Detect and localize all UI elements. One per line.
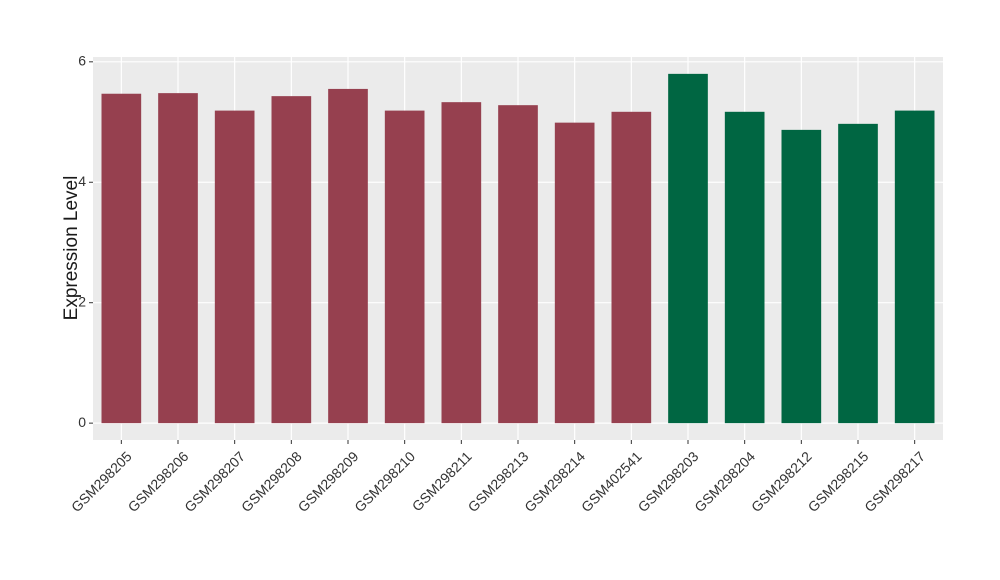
x-tick-label: GSM298210: [351, 448, 418, 515]
bar: [611, 111, 652, 424]
bar: [441, 102, 482, 424]
bar: [328, 88, 368, 424]
bar: [214, 110, 255, 424]
bar: [668, 73, 708, 424]
bar: [498, 105, 538, 424]
bar: [101, 93, 142, 424]
bar: [271, 96, 312, 424]
bar: [158, 93, 198, 424]
y-axis-label: Expression Level: [61, 176, 82, 321]
bar: [384, 110, 425, 424]
bar: [894, 110, 935, 424]
bar: [781, 129, 822, 424]
y-tick-label: 4: [78, 173, 86, 189]
y-tick-label: 6: [78, 53, 86, 69]
x-tick-label: GSM298217: [861, 448, 928, 515]
y-tick-label: 0: [78, 414, 86, 430]
bar: [554, 122, 595, 424]
bar: [838, 123, 878, 424]
y-tick-label: 2: [78, 293, 86, 309]
bar: [724, 111, 765, 424]
